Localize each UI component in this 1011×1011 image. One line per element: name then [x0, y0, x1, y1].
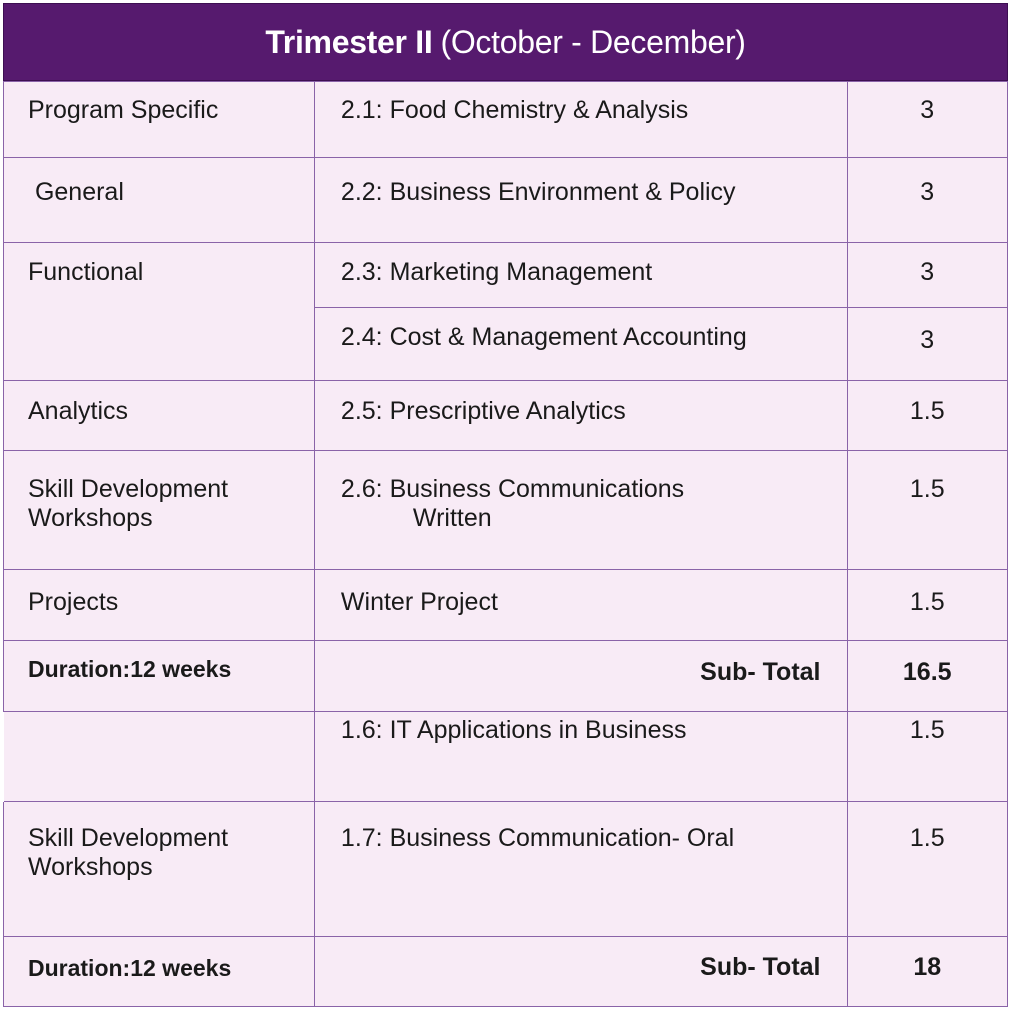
category-cell: Program Specific [3, 81, 315, 158]
category-cell: Functional [3, 242, 315, 381]
table-row: Skill Development Workshops 2.6: Busines… [3, 450, 1008, 570]
trimester-header: Trimester II (October - December) [3, 3, 1008, 81]
credits-cell: 1.5 [846, 711, 1008, 802]
subtotal-row: Duration:12 weeks Sub- Total 18 [3, 936, 1008, 1007]
duration-cell: Duration:12 weeks [3, 640, 315, 712]
course-cell: 2.2: Business Environment & Policy [313, 157, 848, 243]
subtotal-row: Duration:12 weeks Sub- Total 16.5 [3, 640, 1008, 712]
table-row: Functional 2.3: Marketing Management 3 [3, 242, 1008, 381]
course-cell: 2.5: Prescriptive Analytics [313, 380, 848, 451]
subtotal-value: 18 [846, 936, 1008, 1007]
category-cell: Skill Development Workshops [3, 801, 315, 937]
credits-cell: 1.5 [846, 450, 1008, 570]
trimester-period: (October - December) [440, 23, 746, 60]
category-line: Workshops [28, 504, 153, 532]
table-row: Skill Development Workshops 1.7: Busines… [3, 801, 1008, 937]
credits-cell: 1.5 [846, 801, 1008, 937]
course-cell: 2.6: Business Communications Written [313, 450, 848, 570]
table-row: 2.4: Cost & Management Accounting 3 [4, 307, 1008, 381]
table-row: 1.6: IT Applications in Business 1.5 [3, 711, 1008, 802]
course-cell: 2.3: Marketing Management [313, 242, 848, 308]
subtotal-label: Sub- Total [313, 936, 848, 1007]
credits-cell: 3 [846, 242, 1008, 308]
trimester-title: Trimester II [265, 23, 433, 60]
credits-cell: 1.5 [846, 380, 1008, 451]
course-line: 2.6: Business Communications [340, 475, 685, 503]
table-row: Program Specific 2.1: Food Chemistry & A… [3, 81, 1008, 158]
course-cell: 2.4: Cost & Management Accounting [313, 307, 848, 381]
subtotal-label: Sub- Total [313, 640, 848, 712]
credits-cell: 3 [846, 157, 1008, 243]
course-cell: 1.7: Business Communication- Oral [313, 801, 848, 937]
course-cell: 2.1: Food Chemistry & Analysis [313, 81, 848, 158]
category-cell: General [3, 157, 315, 243]
category-cell: Projects [3, 569, 315, 641]
credits-cell: 3 [846, 81, 1008, 158]
table-row: Analytics 2.5: Prescriptive Analytics 1.… [3, 380, 1008, 451]
curriculum-table-frame: Trimester II (October - December) Progra… [3, 3, 1008, 1007]
course-cell: 1.6: IT Applications in Business [313, 711, 848, 802]
empty-category-cell [3, 711, 315, 802]
category-line: Skill Development [28, 824, 229, 852]
category-cell: Skill Development Workshops [3, 450, 315, 570]
table-row: General 2.2: Business Environment & Poli… [3, 157, 1008, 243]
table-row: Projects Winter Project 1.5 [3, 569, 1008, 641]
course-line: Written [412, 504, 492, 532]
credits-cell: 3 [846, 307, 1008, 381]
category-line: Workshops [28, 853, 153, 881]
credits-cell: 1.5 [846, 569, 1008, 641]
duration-cell: Duration:12 weeks [3, 936, 315, 1007]
course-table: Program Specific 2.1: Food Chemistry & A… [3, 81, 1008, 1007]
course-cell: Winter Project [313, 569, 848, 641]
subtotal-value: 16.5 [846, 640, 1008, 712]
category-line: Skill Development [28, 475, 229, 503]
category-cell: Analytics [3, 380, 315, 451]
